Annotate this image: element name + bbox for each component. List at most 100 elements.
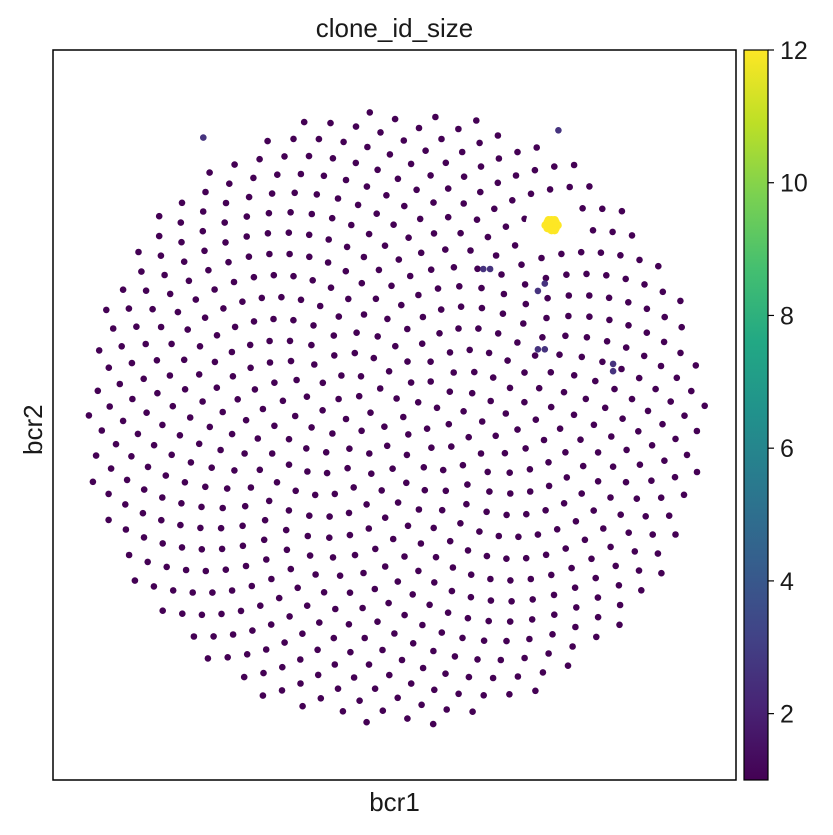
point [476,528,483,535]
point [506,691,513,698]
point [484,468,492,476]
point [648,442,656,449]
point [568,564,575,572]
point [433,404,441,412]
point [195,440,203,448]
point [577,436,584,444]
point [478,284,485,292]
point [343,243,351,251]
point [353,329,360,337]
point [583,334,591,341]
point [265,209,273,217]
point [388,282,395,290]
point [166,290,174,298]
colorbar-tick-label: 8 [780,302,794,330]
point [458,148,466,156]
point [308,341,315,349]
point [586,292,593,299]
point [258,294,266,302]
point [527,575,535,583]
point [381,514,389,521]
point [643,329,651,337]
point [202,567,210,575]
point [178,238,185,246]
point [464,481,471,488]
point [222,239,229,246]
point [299,630,306,637]
point [622,275,629,283]
point [204,655,212,662]
point [597,249,605,256]
point [222,566,230,573]
point [609,228,616,236]
colorbar-tick-label: 10 [780,170,808,198]
point [628,232,636,239]
point [460,173,468,180]
point [131,577,139,584]
highlight-point [541,280,549,287]
point [542,507,549,514]
point [545,459,552,466]
point [692,362,700,369]
point [303,602,311,609]
point [166,372,174,379]
point [499,310,507,318]
point [562,449,569,456]
point [556,351,563,359]
point [489,674,497,682]
point [129,395,136,403]
point [220,305,227,312]
point [320,172,328,180]
point [429,720,437,728]
point [436,330,443,337]
point [475,325,482,332]
point [422,147,429,154]
point [331,490,339,498]
point [179,610,186,617]
point [535,384,543,392]
point [693,468,701,476]
point [473,117,480,124]
point [460,408,467,415]
point [509,197,516,204]
point [155,232,163,240]
point [532,416,540,424]
point [208,464,215,472]
point [354,201,362,209]
point [406,272,414,280]
point [655,262,662,270]
point [494,179,502,187]
point [507,577,514,584]
point [106,403,113,410]
point [381,242,389,249]
point [544,294,551,302]
point [456,283,463,290]
point [546,186,554,193]
point [322,449,330,456]
point [211,286,218,293]
point [270,315,277,323]
point [217,446,224,454]
point [677,349,684,357]
point [506,469,513,477]
point [342,176,350,184]
point [644,407,652,415]
point [364,143,371,151]
point [521,281,529,288]
point [222,199,230,207]
point [311,491,319,499]
point [379,707,387,714]
point [181,386,189,393]
point [484,233,492,241]
point [316,619,323,626]
point [394,175,402,183]
point [330,332,338,339]
point [455,690,462,698]
point [345,509,353,517]
point [250,318,258,325]
point [529,596,536,603]
point [291,189,299,197]
point [603,272,610,279]
point [128,453,135,460]
point [407,680,415,687]
